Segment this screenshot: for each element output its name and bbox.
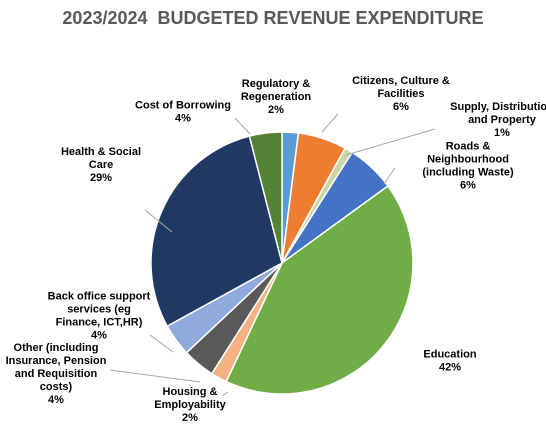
leader-line	[234, 117, 251, 135]
chart-title: 2023/2024 BUDGETED REVENUE EXPENDITURE	[62, 8, 484, 28]
pie-slice-education	[225, 184, 414, 395]
leader-line	[221, 391, 229, 397]
slice-label-cost-of-borrowing: Cost of Borrowing 4%	[135, 100, 231, 125]
slice-label-roads-neighbourhood-including-waste: Roads & Neighbourhood (including Waste) 6%	[422, 141, 514, 192]
leader-line	[109, 369, 201, 383]
leader-line	[321, 113, 339, 133]
leader-line	[383, 167, 396, 185]
slice-label-citizens-culture-facilities: Citizens, Culture & Facilities 6%	[352, 75, 450, 113]
pie-slice-health-social-care	[150, 135, 283, 328]
slice-label-health-social-care: Health & Social Care 29%	[61, 146, 141, 184]
slice-label-back-office-support-services-eg-finance-ict-hr: Back office support services (eg Finance, …	[48, 291, 151, 342]
slice-label-regulatory-regeneration: Regulatory & Regeneration 2%	[241, 78, 312, 116]
pie-slice-cost-of-borrowing	[248, 131, 283, 264]
leader-line	[149, 334, 174, 353]
leader-line	[144, 209, 173, 233]
slice-label-supply-distribution-and-property: Supply, Distribution and Property 1%	[450, 101, 546, 139]
slice-label-other-including-insurance-pension-and-requisition-costs: Other (including Insurance, Pension and Re…	[6, 342, 107, 406]
slice-label-education: Education 42%	[423, 349, 476, 374]
leader-line	[345, 128, 436, 156]
slice-label-housing-employability: Housing & Employability 2%	[154, 386, 226, 424]
